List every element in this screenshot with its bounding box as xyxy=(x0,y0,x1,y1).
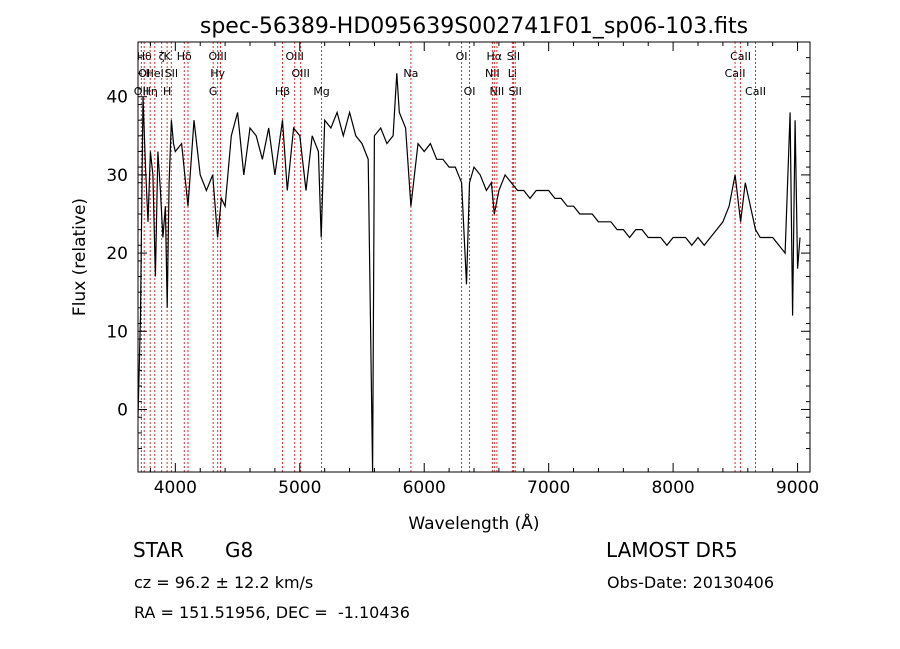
plot-frame xyxy=(137,41,811,473)
x-tick-label: 7000 xyxy=(527,478,570,498)
object-subclass: G8 xyxy=(225,538,254,562)
x-tick-label: 6000 xyxy=(403,478,446,498)
spectral-line-label: Hβ xyxy=(275,85,290,98)
spectral-line-label: K xyxy=(164,50,172,63)
spectral-line-label: SII xyxy=(508,85,521,98)
object-type: STAR xyxy=(133,538,184,562)
y-tick-label: 30 xyxy=(106,166,128,186)
spectral-line-label: OIII xyxy=(285,50,303,63)
spectral-line-label: Hδ xyxy=(177,50,192,63)
spectral-line-label: NII xyxy=(485,67,500,80)
spectral-line-label: OIII xyxy=(208,50,226,63)
spectral-line-label: Hη xyxy=(143,85,158,98)
spectral-line-label: Na xyxy=(403,67,418,80)
spectral-line-label: OI xyxy=(138,67,150,80)
x-tick-label: 8000 xyxy=(651,478,694,498)
x-tick-label: 5000 xyxy=(278,478,321,498)
spectral-line-label: OIII xyxy=(291,67,309,80)
spectral-line-label: HeI xyxy=(146,67,164,80)
redshift-value: cz = 96.2 ± 12.2 km/s xyxy=(134,573,314,592)
spectral-line-label: SII xyxy=(165,67,178,80)
survey-name: LAMOST DR5 xyxy=(606,538,738,562)
y-tick-label: 0 xyxy=(117,400,128,420)
spectral-line-label: OI xyxy=(464,85,476,98)
chart-title: spec-56389-HD095639S002741F01_sp06-103.f… xyxy=(200,14,748,39)
spectral-line-label: Hθ xyxy=(137,50,152,63)
y-axis-label: Flux (relative) xyxy=(70,198,90,316)
coordinates: RA = 151.51956, DEC = -1.10436 xyxy=(134,603,410,622)
spectral-line-label: G xyxy=(209,85,218,98)
spectrum-line xyxy=(137,73,801,473)
spectral-line-label: Hγ xyxy=(210,67,225,80)
y-tick-label: 20 xyxy=(106,244,128,264)
x-tick-label: 4000 xyxy=(154,478,197,498)
spectral-line-label: Hα xyxy=(487,50,503,63)
spectral-line-label: SII xyxy=(507,50,520,63)
spectral-line-label: H xyxy=(163,85,171,98)
spectral-line-label: CaII xyxy=(725,67,746,80)
y-tick-label: 10 xyxy=(106,322,128,342)
spectral-line-label: ζ xyxy=(159,50,165,63)
spectral-line-label: NII xyxy=(490,85,505,98)
observation-date: Obs-Date: 20130406 xyxy=(607,573,775,592)
spectral-line-label: CaII xyxy=(730,50,751,63)
y-tick-label: 40 xyxy=(106,88,128,108)
spectral-line-label: Mg xyxy=(313,85,329,98)
spectral-line-label: CaII xyxy=(745,85,766,98)
spectral-line-label: Li xyxy=(508,67,517,80)
x-axis-label: Wavelength (Å) xyxy=(408,512,539,534)
spectral-line-label: OI xyxy=(456,50,468,63)
x-tick-label: 9000 xyxy=(776,478,819,498)
